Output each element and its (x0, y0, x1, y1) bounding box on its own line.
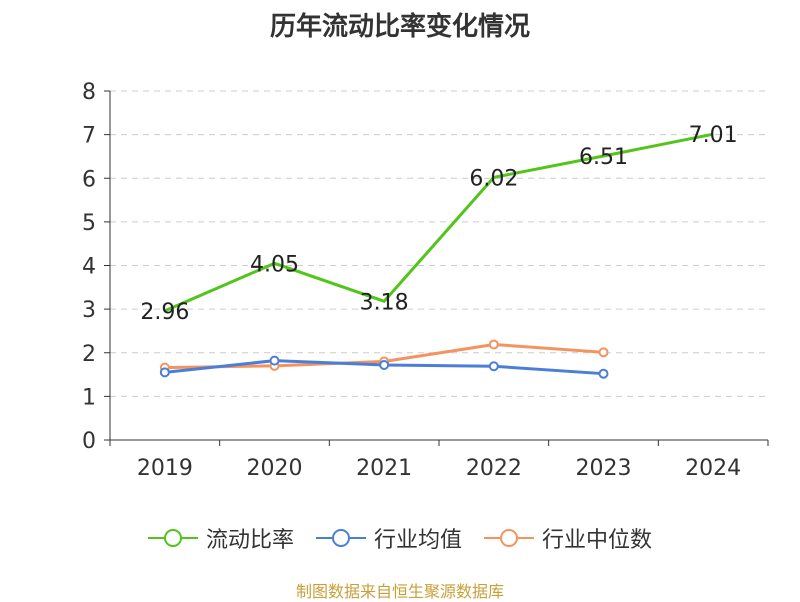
series-point-2 (488, 339, 499, 350)
line-chart: 0 1 2 3 4 5 6 7 8 2019 2020 2021 2022 2023 2024 2.96 4.0… (82, 80, 769, 481)
series-point-2 (598, 347, 609, 358)
legend-marker-current-ratio (147, 529, 198, 547)
y-tick-label: 5 (82, 211, 96, 236)
y-tick-label: 3 (82, 298, 96, 323)
x-tick-label: 2020 (247, 456, 303, 481)
y-tick-label: 7 (82, 124, 96, 149)
data-label: 6.51 (579, 145, 628, 170)
x-tick-label: 2022 (466, 456, 522, 481)
data-source-note: 制图数据来自恒生聚源数据库 (295, 582, 504, 601)
data-label: 4.05 (250, 252, 299, 277)
legend-marker-industry-mean (315, 529, 366, 547)
data-label: 6.02 (469, 166, 518, 191)
data-label: 3.18 (360, 290, 409, 315)
y-tick-label: 1 (82, 385, 96, 410)
series-point-1 (379, 359, 390, 370)
y-tick-label: 8 (82, 80, 96, 105)
y-tick-label: 6 (82, 167, 96, 192)
chart-title: 历年流动比率变化情况 (269, 12, 530, 42)
legend-label-current-ratio: 流动比率 (205, 528, 294, 553)
legend-label-industry-median: 行业中位数 (542, 528, 653, 553)
series-point-1 (269, 355, 280, 366)
y-tick-label: 2 (82, 342, 96, 367)
legend-item-industry-median[interactable]: 行业中位数 (484, 522, 652, 554)
series-line-0 (164, 132, 714, 313)
y-tick-label: 0 (82, 429, 96, 454)
x-tick-label: 2024 (685, 456, 741, 481)
data-label: 2.96 (140, 300, 189, 325)
legend-item-current-ratio[interactable]: 流动比率 (147, 522, 294, 554)
series-point-1 (488, 361, 499, 372)
data-label: 7.01 (689, 123, 738, 148)
series-point-1 (159, 367, 170, 378)
x-tick-label: 2023 (576, 456, 632, 481)
series-point-1 (598, 368, 609, 379)
legend-marker-industry-median (484, 529, 534, 547)
legend-item-industry-mean[interactable]: 行业均值 (315, 522, 462, 554)
legend-label-industry-mean: 行业均值 (373, 528, 462, 553)
x-tick-label: 2021 (356, 456, 412, 481)
chart-legend: 流动比率 行业均值 行业中位数 (0, 518, 800, 558)
y-tick-label: 4 (82, 255, 96, 280)
x-tick-label: 2019 (137, 456, 193, 481)
